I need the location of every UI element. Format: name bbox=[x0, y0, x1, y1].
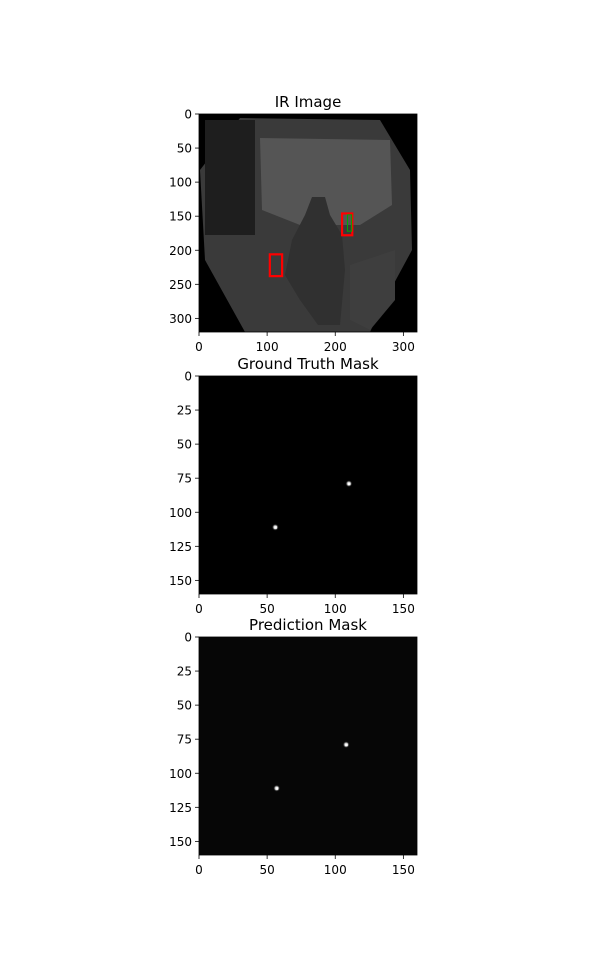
y-tick-label: 25 bbox=[177, 665, 192, 679]
x-tick-label: 100 bbox=[324, 863, 347, 877]
y-tick-label: 125 bbox=[169, 801, 192, 815]
mask-image bbox=[199, 637, 417, 855]
x-tick-label: 0 bbox=[195, 863, 203, 877]
x-tick-label: 0 bbox=[195, 602, 203, 616]
x-tick-label: 200 bbox=[324, 340, 347, 354]
y-tick-label: 50 bbox=[177, 438, 192, 452]
y-tick-label: 100 bbox=[169, 767, 192, 781]
x-tick-label: 0 bbox=[195, 340, 203, 354]
subplot-title: Prediction Mask bbox=[249, 616, 367, 634]
y-tick-label: 150 bbox=[169, 574, 192, 588]
x-tick-label: 50 bbox=[259, 602, 274, 616]
y-tick-label: 100 bbox=[169, 176, 192, 190]
bounding-box bbox=[268, 253, 284, 278]
subplot-title: Ground Truth Mask bbox=[237, 355, 379, 373]
y-tick-label: 125 bbox=[169, 540, 192, 554]
mask-point-core bbox=[275, 787, 279, 790]
mask-point-core bbox=[347, 482, 351, 486]
mask-point-core bbox=[345, 743, 348, 747]
y-tick-label: 200 bbox=[169, 244, 192, 258]
bounding-box bbox=[340, 212, 354, 237]
y-tick-label: 25 bbox=[177, 404, 192, 418]
mask-image bbox=[199, 376, 417, 594]
axes-frame bbox=[198, 375, 418, 595]
x-tick-label: 100 bbox=[256, 340, 279, 354]
x-tick-label: 150 bbox=[392, 602, 415, 616]
x-tick-label: 150 bbox=[392, 863, 415, 877]
y-tick-label: 150 bbox=[169, 210, 192, 224]
ir-image bbox=[199, 114, 417, 332]
x-tick-label: 300 bbox=[392, 340, 415, 354]
axes-frame bbox=[198, 113, 418, 333]
mask-point-core bbox=[274, 526, 277, 529]
inner-box bbox=[347, 214, 353, 232]
y-tick-label: 0 bbox=[184, 108, 192, 122]
y-tick-label: 100 bbox=[169, 506, 192, 520]
y-tick-label: 250 bbox=[169, 278, 192, 292]
y-tick-label: 0 bbox=[184, 631, 192, 645]
y-tick-label: 50 bbox=[177, 142, 192, 156]
subplot-title: IR Image bbox=[275, 93, 342, 111]
y-tick-label: 300 bbox=[169, 312, 192, 326]
y-tick-label: 75 bbox=[177, 733, 192, 747]
y-tick-label: 75 bbox=[177, 472, 192, 486]
axes-frame bbox=[198, 636, 418, 856]
y-tick-label: 50 bbox=[177, 699, 192, 713]
x-tick-label: 100 bbox=[324, 602, 347, 616]
y-tick-label: 0 bbox=[184, 370, 192, 384]
y-tick-label: 150 bbox=[169, 835, 192, 849]
x-tick-label: 50 bbox=[259, 863, 274, 877]
